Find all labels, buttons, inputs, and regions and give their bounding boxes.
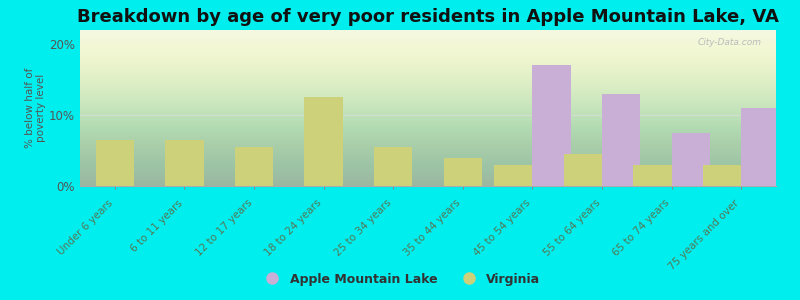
Text: City-Data.com: City-Data.com [698,38,762,47]
Bar [235,147,273,186]
Text: 65 to 74 years: 65 to 74 years [611,198,672,259]
Text: 6 to 11 years: 6 to 11 years [129,198,185,254]
Text: 25 to 34 years: 25 to 34 years [333,198,394,259]
Text: 12 to 17 years: 12 to 17 years [194,198,254,259]
Bar [374,147,412,186]
Text: 45 to 54 years: 45 to 54 years [472,198,533,259]
Bar [703,165,742,186]
Bar [444,158,482,186]
Text: 18 to 24 years: 18 to 24 years [263,198,323,259]
Bar [564,154,602,186]
Y-axis label: % below half of
poverty level: % below half of poverty level [25,68,46,148]
Text: 75 years and over: 75 years and over [667,198,742,272]
Bar [96,140,134,186]
Bar [533,65,570,186]
Bar [742,108,779,186]
Bar [634,165,672,186]
Bar [672,133,710,186]
Bar [305,98,342,186]
Bar [602,94,640,186]
Legend: Apple Mountain Lake, Virginia: Apple Mountain Lake, Virginia [254,268,546,291]
Bar [166,140,203,186]
Title: Breakdown by age of very poor residents in Apple Mountain Lake, VA: Breakdown by age of very poor residents … [77,8,779,26]
Text: 55 to 64 years: 55 to 64 years [542,198,602,259]
Bar [494,165,533,186]
Text: Under 6 years: Under 6 years [56,198,115,257]
Text: 35 to 44 years: 35 to 44 years [402,198,463,259]
